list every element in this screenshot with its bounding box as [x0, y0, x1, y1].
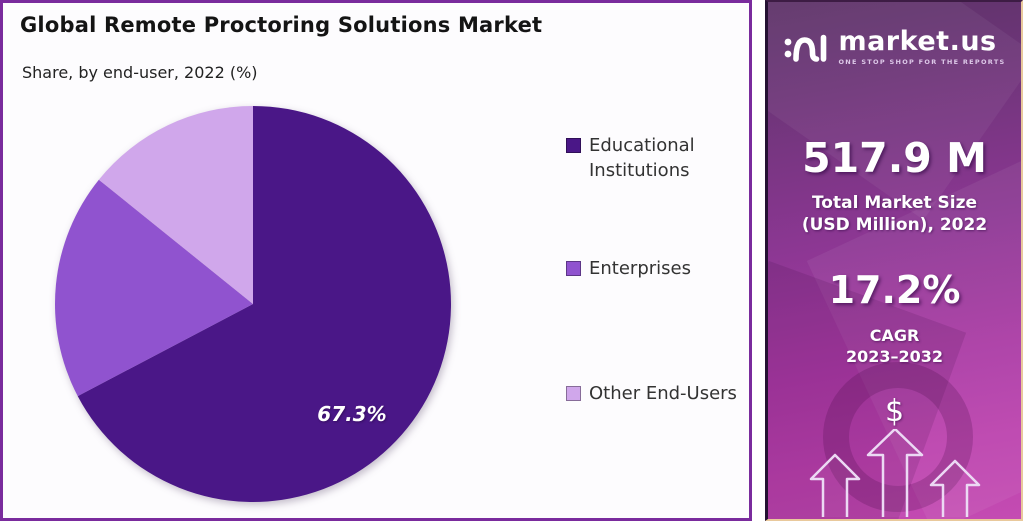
pie-slice-enterprises [54, 179, 253, 397]
brand-text-block: market.us ONE STOP SHOP FOR THE REPORTS [838, 28, 1005, 66]
pie-slice-other-end-users [98, 105, 253, 305]
chart-title: Global Remote Proctoring Solutions Marke… [20, 13, 543, 37]
legend-swatch-other-end-users [566, 386, 581, 401]
chart-panel: Global Remote Proctoring Solutions Marke… [0, 0, 752, 521]
brand-name: market.us [838, 26, 997, 57]
legend-label: Other End-Users [589, 383, 737, 404]
legend-swatch-educational-institutions [566, 138, 581, 153]
chart-legend: Educational Institutions Enterprises Oth… [566, 3, 751, 524]
legend-item-enterprises: Enterprises [566, 257, 691, 282]
legend-item-other-end-users: Other End-Users [566, 382, 737, 407]
chart-subtitle: Share, by end-user, 2022 (%) [22, 63, 258, 82]
legend-item-educational-institutions: Educational Institutions [566, 134, 714, 184]
total-market-size-caption: Total Market Size (USD Million), 2022 [801, 193, 988, 236]
pie-chart [54, 105, 452, 503]
total-market-size-value: 517.9 M [802, 134, 987, 182]
brand-sidebar: market.us ONE STOP SHOP FOR THE REPORTS … [765, 0, 1023, 521]
legend-label: Educational Institutions [589, 135, 695, 181]
brand-tagline: ONE STOP SHOP FOR THE REPORTS [838, 58, 1006, 66]
sidebar-content: market.us ONE STOP SHOP FOR THE REPORTS … [768, 2, 1021, 519]
growth-arrows-icon [809, 429, 980, 517]
legend-label: Enterprises [589, 258, 691, 279]
pie-slice-educational-institutions [77, 105, 452, 503]
pie-chart-svg [54, 105, 452, 503]
pie-slice-value-label: 67.3% [317, 402, 387, 426]
legend-swatch-enterprises [566, 261, 581, 276]
cagr-caption: CAGR 2023–2032 [845, 326, 944, 366]
dollar-icon: $ [884, 394, 905, 429]
cagr-value: 17.2% [828, 268, 961, 312]
brand-logo: market.us ONE STOP SHOP FOR THE REPORTS [768, 28, 1021, 68]
marketus-logo-icon [785, 34, 827, 62]
